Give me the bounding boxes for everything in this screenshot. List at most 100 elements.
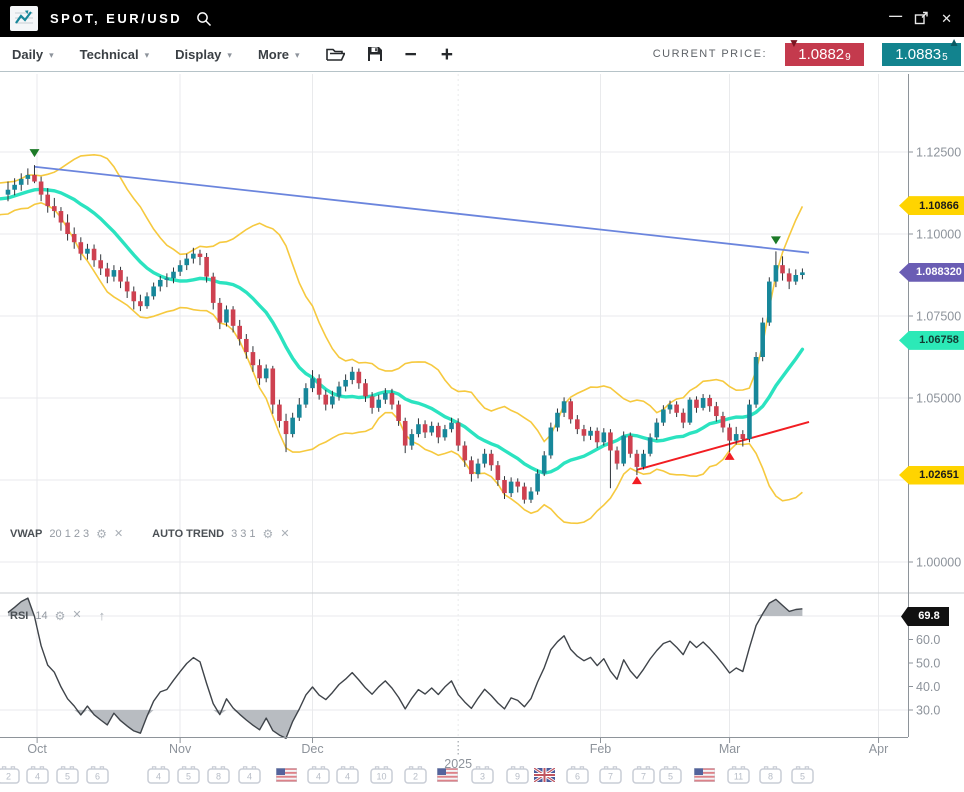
calendar-event-icon[interactable]: 2 — [0, 766, 20, 784]
us-flag-icon[interactable] — [694, 768, 715, 782]
rsi-indicator-label: RSI 14 ⚙ ✕ ↑ — [10, 609, 105, 622]
candle — [548, 427, 554, 456]
candle — [91, 248, 97, 261]
candle — [508, 481, 514, 494]
calendar-event-icon[interactable]: 10 — [370, 766, 393, 784]
minimize-button[interactable]: — — [889, 8, 903, 23]
candle — [316, 378, 322, 395]
zoom-out-button[interactable]: − — [404, 42, 417, 66]
price-up-arrow-icon: ▲ — [948, 34, 960, 49]
calendar-event-icon[interactable]: 5 — [659, 766, 682, 784]
calendar-event-icon[interactable]: 6 — [86, 766, 109, 784]
vwap-settings-gear-icon[interactable]: ⚙ — [96, 527, 107, 541]
candle — [184, 258, 190, 266]
trendline-support — [636, 420, 810, 471]
candle — [661, 409, 666, 423]
zoom-in-button[interactable]: + — [440, 42, 454, 66]
candle — [495, 465, 501, 480]
candle — [581, 429, 587, 436]
rsi-settings-gear-icon[interactable]: ⚙ — [54, 608, 66, 623]
auto-trend-settings-gear-icon[interactable]: ⚙ — [262, 527, 274, 541]
calendar-event-icon[interactable]: 3 — [471, 766, 494, 784]
auto-trend-remove-icon[interactable]: ✕ — [280, 527, 290, 540]
calendar-event-icon[interactable]: 8 — [207, 766, 230, 784]
candle — [230, 309, 236, 326]
candle — [349, 371, 355, 380]
candle — [118, 270, 123, 282]
candle — [402, 420, 408, 446]
price-tick-label: 1.10000 — [916, 228, 961, 242]
calendar-event-icon[interactable]: 7 — [599, 766, 622, 784]
bollinger-upper-band — [0, 153, 804, 443]
calendar-event-icon[interactable]: 9 — [506, 766, 529, 784]
candle — [720, 416, 726, 428]
candle — [270, 368, 276, 405]
candle — [25, 174, 31, 179]
calendar-event-icon[interactable]: 5 — [177, 766, 200, 784]
calendar-event-icon[interactable]: 4 — [238, 766, 261, 784]
month-label: Dec — [301, 742, 323, 756]
sell-signal-marker — [770, 236, 781, 245]
svg-text:4: 4 — [316, 772, 321, 782]
candle — [78, 242, 84, 254]
menu-technical[interactable]: Technical ▾ — [79, 46, 150, 62]
candle — [740, 434, 746, 439]
menu-daily[interactable]: Daily ▾ — [12, 46, 54, 62]
buy-signal-marker — [631, 476, 642, 485]
candle — [753, 357, 759, 405]
candle — [363, 383, 368, 397]
candle — [674, 404, 679, 413]
candle — [210, 276, 216, 303]
us-flag-icon[interactable] — [437, 768, 458, 782]
price-tag-1.02651: 1.02651 — [899, 465, 964, 485]
calendar-event-icon[interactable]: 4 — [307, 766, 330, 784]
popout-button[interactable] — [914, 11, 929, 27]
candle — [257, 365, 262, 379]
open-folder-icon[interactable] — [325, 47, 345, 62]
calendar-event-icon[interactable]: 5 — [791, 766, 814, 784]
candle — [621, 435, 626, 464]
rsi-tick-label: 30.0 — [916, 704, 940, 718]
current-price-label: CURRENT PRICE: — [652, 48, 767, 60]
vwap-indicator-label: VWAP 20 1 2 3 ⚙ ✕ — [10, 528, 123, 540]
candle — [303, 388, 309, 405]
rsi-remove-icon[interactable]: ✕ — [72, 609, 82, 621]
calendar-event-icon[interactable]: 7 — [632, 766, 655, 784]
menu-display[interactable]: Display ▾ — [175, 46, 232, 62]
calendar-event-icon[interactable]: 4 — [336, 766, 359, 784]
close-button[interactable]: ✕ — [941, 11, 952, 26]
candle — [614, 450, 620, 464]
candle — [449, 422, 454, 430]
calendar-event-icon[interactable]: 8 — [759, 766, 782, 784]
search-icon[interactable] — [196, 11, 212, 27]
calendar-event-icon[interactable]: 2 — [404, 766, 427, 784]
candle — [177, 265, 183, 272]
candle — [727, 427, 732, 441]
candle — [396, 404, 401, 421]
calendar-event-icon[interactable]: 6 — [566, 766, 589, 784]
candle — [5, 189, 11, 195]
candle — [111, 270, 117, 277]
candle — [442, 429, 448, 438]
svg-text:6: 6 — [575, 772, 580, 782]
save-icon[interactable] — [367, 46, 383, 62]
candle — [568, 401, 573, 420]
calendar-event-icon[interactable]: 4 — [26, 766, 49, 784]
candle — [575, 419, 580, 430]
vwap-remove-icon[interactable]: ✕ — [113, 527, 124, 540]
us-flag-icon[interactable] — [276, 768, 297, 782]
uk-flag-icon[interactable] — [534, 768, 555, 782]
candle — [714, 406, 719, 417]
calendar-event-icon[interactable]: 4 — [147, 766, 170, 784]
calendar-event-icon[interactable]: 11 — [727, 766, 750, 784]
candle — [65, 222, 70, 234]
rsi-move-up-icon[interactable]: ↑ — [98, 608, 106, 623]
menu-more[interactable]: More ▾ — [257, 46, 300, 62]
calendar-event-icon[interactable]: 5 — [56, 766, 79, 784]
svg-text:2: 2 — [413, 772, 418, 782]
candle — [707, 398, 713, 407]
svg-text:8: 8 — [768, 772, 773, 782]
toolbar: Daily ▾ Technical ▾ Display ▾ More ▾ − +… — [0, 34, 964, 72]
